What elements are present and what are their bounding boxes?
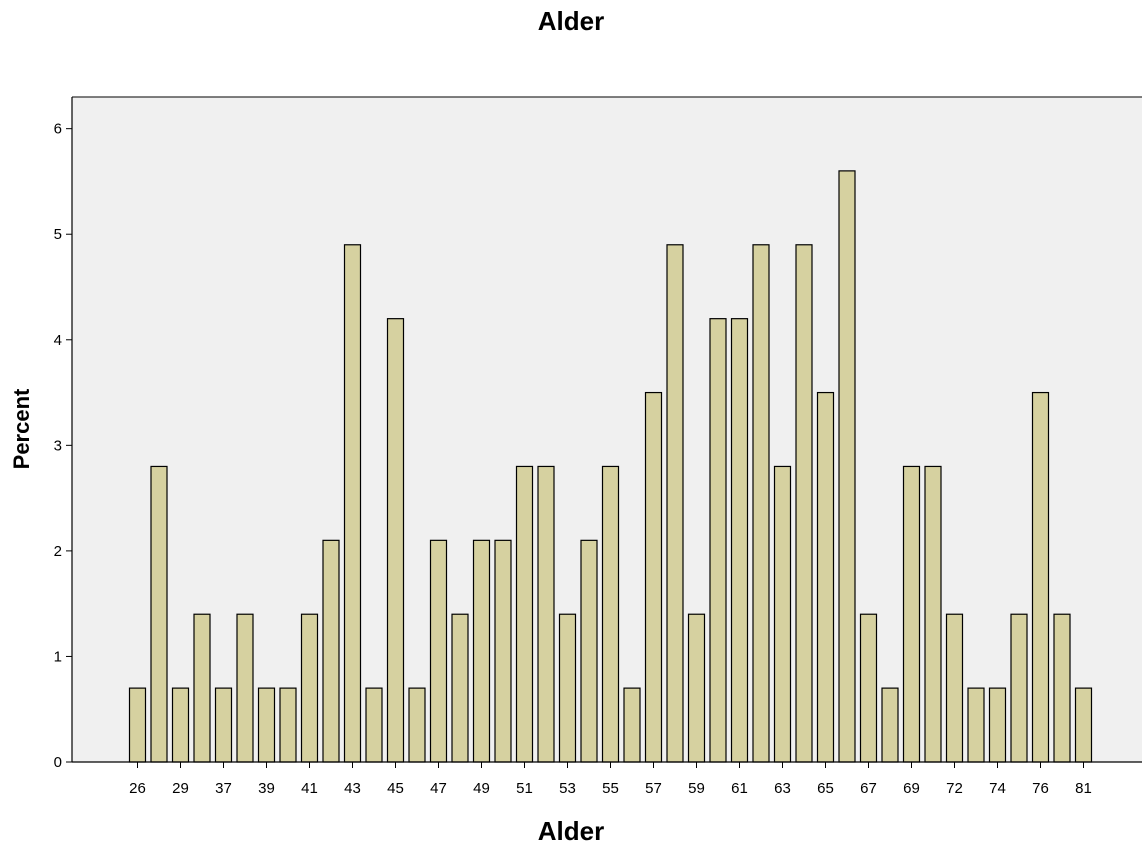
y-tick-label: 3: [54, 437, 62, 454]
bar-55: [601, 465, 620, 763]
bar-81: [1074, 687, 1093, 763]
x-tick-label: 47: [430, 780, 447, 797]
x-tick-label: 65: [817, 780, 834, 797]
x-tick-label: 69: [903, 780, 920, 797]
bar-57: [644, 391, 663, 763]
bar-42: [322, 539, 340, 763]
bar-45: [386, 318, 405, 763]
bar-69: [902, 465, 921, 763]
bar-58: [666, 244, 684, 763]
bar-52: [537, 465, 555, 763]
bar-44: [365, 687, 383, 763]
bar-30: [193, 613, 211, 763]
x-tick-label: 43: [344, 780, 361, 797]
bar-53: [558, 613, 577, 763]
bar-61: [730, 318, 749, 763]
bar-63: [773, 465, 792, 763]
bar-67: [859, 613, 878, 763]
bar-47: [429, 539, 448, 763]
bar-26: [128, 687, 147, 763]
x-tick-label: 41: [301, 780, 318, 797]
bar-66: [838, 170, 856, 763]
y-axis: 0 1 2 3 4 5 6: [54, 97, 73, 771]
bar-29: [171, 687, 190, 763]
bar-39: [257, 687, 276, 763]
x-tick-label: 63: [774, 780, 791, 797]
bar-49: [472, 539, 491, 763]
y-tick-label: 0: [54, 754, 62, 771]
bar-70: [924, 465, 942, 763]
bar-27: [150, 465, 168, 763]
bar-56: [623, 687, 641, 763]
bar-41: [300, 613, 319, 763]
x-tick-label: 37: [215, 780, 232, 797]
y-tick-label: 4: [54, 332, 62, 349]
x-tick-label: 26: [129, 780, 146, 797]
chart-title: Alder: [537, 6, 605, 36]
y-tick-label: 1: [54, 648, 62, 665]
bar-76: [1031, 391, 1050, 763]
bar-43: [343, 244, 362, 763]
x-tick-label: 59: [688, 780, 705, 797]
bar-54: [580, 539, 598, 763]
x-tick-label: 76: [1032, 780, 1049, 797]
x-axis-title: Alder: [537, 816, 605, 846]
x-tick-label: 29: [172, 780, 189, 797]
bar-40: [279, 687, 297, 763]
bar-77: [1053, 613, 1071, 763]
bar-72: [945, 613, 964, 763]
x-tick-label: 45: [387, 780, 404, 797]
x-axis: 26 29 37 39 41 43 45 47 49 51 53 55 57 59 61 63 65 67 69 72…: [72, 761, 1142, 797]
x-tick-label: 55: [602, 780, 619, 797]
x-tick-label: 81: [1075, 780, 1092, 797]
bar-65: [816, 391, 835, 763]
x-tick-label: 53: [559, 780, 576, 797]
x-tick-label: 39: [258, 780, 275, 797]
x-tick-label: 67: [860, 780, 877, 797]
bar-46: [408, 687, 426, 763]
bar-73: [967, 687, 985, 763]
bar-51: [515, 465, 534, 763]
bar-68: [881, 687, 899, 763]
y-tick-label: 2: [54, 543, 62, 560]
bar-38: [236, 613, 254, 763]
bar-50: [494, 539, 512, 763]
y-tick-label: 5: [54, 226, 62, 243]
x-tick-label: 74: [989, 780, 1006, 797]
bar-48: [451, 613, 469, 763]
x-tick-label: 49: [473, 780, 490, 797]
bar-62: [752, 244, 770, 763]
bar-37: [214, 687, 233, 763]
x-tick-label: 72: [946, 780, 963, 797]
bar-64: [795, 244, 813, 763]
bar-74: [988, 687, 1007, 763]
x-tick-label: 51: [516, 780, 533, 797]
bar-59: [687, 613, 706, 763]
bar-60: [709, 318, 727, 763]
x-tick-label: 61: [731, 780, 748, 797]
x-tick-label: 57: [645, 780, 662, 797]
bar-75: [1010, 613, 1028, 763]
y-tick-label: 6: [54, 121, 62, 138]
